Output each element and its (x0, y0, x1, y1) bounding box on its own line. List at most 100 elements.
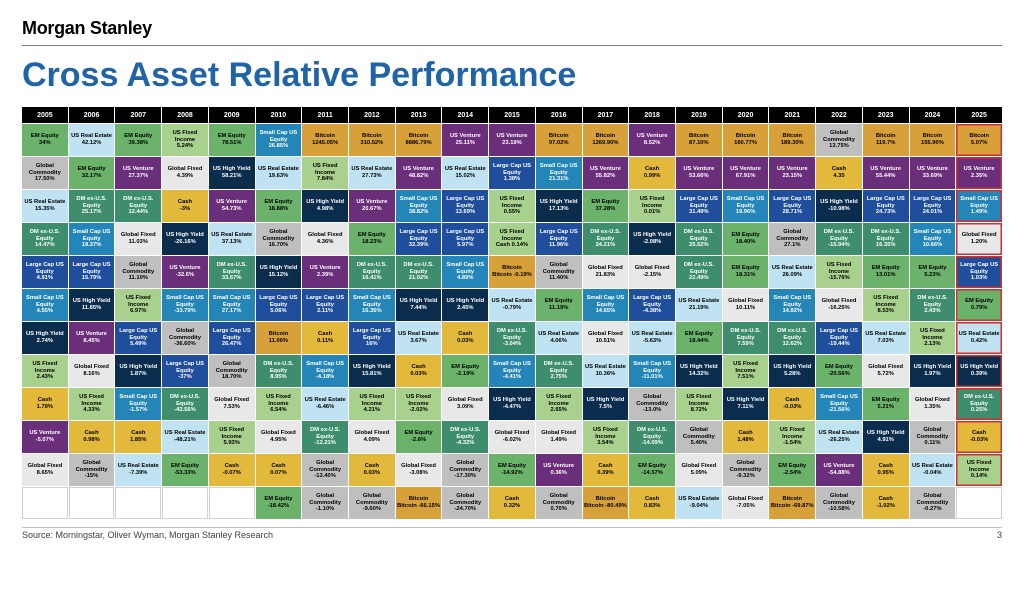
perf-cell: Cash 1.85% (115, 421, 161, 453)
perf-cell (162, 487, 208, 519)
perf-cell: Global Fixed -7.05% (723, 487, 769, 519)
perf-cell (209, 487, 255, 519)
perf-cell: Large Cap US Equity 13.69% (442, 190, 488, 222)
perf-cell: US Fixed Income 6.97% (115, 289, 161, 321)
perf-cell: Global Fixed 3.09% (442, 388, 488, 420)
perf-cell: US Fixed Income -15.76% (816, 256, 862, 288)
perf-cell: EM Equity 5.23% (910, 256, 956, 288)
perf-cell: Cash -1.02% (863, 487, 909, 519)
perf-cell: US Fixed Income 6.54% (256, 388, 302, 420)
perf-cell: DM ex-U.S. Equity 21.02% (396, 256, 442, 288)
year-header: 2022 (816, 107, 862, 123)
year-header: 2014 (442, 107, 488, 123)
perf-cell: Large Cap US Equity -4.38% (629, 289, 675, 321)
perf-cell: US Real Estate 7.03% (863, 322, 909, 354)
perf-cell: US Venture 33.69% (910, 157, 956, 189)
perf-cell: US Real Estate -7.39% (115, 454, 161, 486)
perf-cell: Small Cap US Equity 19.96% (723, 190, 769, 222)
perf-cell: DM ex-U.S. Equity 12.62% (769, 322, 815, 354)
perf-cell: US Real Estate -26.25% (816, 421, 862, 453)
perf-cell: US Venture 48.82% (396, 157, 442, 189)
perf-cell: Large Cap US Equity 1.03% (956, 256, 1002, 288)
year-header: 2005 (22, 107, 68, 123)
perf-cell: DM ex-U.S. Equity 0.25% (956, 388, 1002, 420)
perf-cell: Global Fixed 7.53% (209, 388, 255, 420)
perf-cell: Large Cap US Equity 15.79% (69, 256, 115, 288)
perf-cell: Global Commodity -36.60% (162, 322, 208, 354)
perf-cell: Cash -3% (162, 190, 208, 222)
perf-cell: Small Cap US Equity 4.55% (22, 289, 68, 321)
perf-cell: US Venture -54.88% (816, 454, 862, 486)
perf-cell: Small Cap US Equity 16.35% (349, 289, 395, 321)
perf-cell: US Venture -5.07% (22, 421, 68, 453)
perf-cell: EM Equity -18.42% (256, 487, 302, 519)
year-header: 2010 (256, 107, 302, 123)
source-text: Source: Morningstar, Oliver Wyman, Morga… (22, 530, 273, 540)
perf-cell: EM Equity 34% (22, 124, 68, 156)
perf-cell: Small Cap US Equity -4.18% (302, 355, 348, 387)
perf-cell: Global Fixed 4.36% (302, 223, 348, 255)
perf-cell: US Venture 20.67% (349, 190, 395, 222)
perf-cell: EM Equity -53.33% (162, 454, 208, 486)
perf-cell: US High Yield 15.12% (256, 256, 302, 288)
perf-cell: Global Fixed 11.03% (115, 223, 161, 255)
perf-cell: US Fixed Income 3.54% (583, 421, 629, 453)
year-header: 2011 (302, 107, 348, 123)
perf-cell: EM Equity 18.31% (723, 256, 769, 288)
perf-cell: EM Equity 18.88% (256, 190, 302, 222)
perf-cell: Cash 0.03% (349, 454, 395, 486)
perf-cell: US Real Estate -5.63% (629, 322, 675, 354)
perf-cell: US Fixed Income Cash 0.14% (489, 223, 535, 255)
perf-cell: Cash 1.79% (22, 388, 68, 420)
footer-rule (22, 527, 1002, 528)
perf-cell: DM ex-U.S. Equity -15.94% (816, 223, 862, 255)
perf-cell: Large Cap US Equity -37% (162, 355, 208, 387)
page-number: 3 (997, 530, 1002, 540)
perf-cell: Cash 1.48% (723, 421, 769, 453)
perf-cell: US Venture 55.44% (863, 157, 909, 189)
perf-cell: Global Commodity -13.40% (302, 454, 348, 486)
perf-cell: US Venture 2.39% (302, 256, 348, 288)
perf-cell: Cash 4.35 (816, 157, 862, 189)
perf-cell: Global Fixed -3.08% (396, 454, 442, 486)
perf-cell: DM ex-U.S. Equity 2.75% (536, 355, 582, 387)
perf-cell: EM Equity -20.56% (816, 355, 862, 387)
perf-cell: Bitcoin 189.30% (769, 124, 815, 156)
perf-cell: US Real Estate 21.19% (676, 289, 722, 321)
perf-cell: EM Equity 5.21% (863, 388, 909, 420)
perf-cell: US Venture 8.45% (69, 322, 115, 354)
perf-cell: US Real Estate -9.04% (676, 487, 722, 519)
year-header: 2021 (769, 107, 815, 123)
page-title: Cross Asset Relative Performance (22, 56, 1002, 95)
perf-cell: Cash 0.32% (489, 487, 535, 519)
perf-cell: US Fixed Income 0.01% (629, 190, 675, 222)
perf-cell: EM Equity 11.19% (536, 289, 582, 321)
perf-cell: Global Commodity -24.70% (442, 487, 488, 519)
perf-cell: DM ex-U.S. Equity 8.95% (256, 355, 302, 387)
perf-cell: Bitcoin 5.07% (956, 124, 1002, 156)
perf-cell: US Venture 27.37% (115, 157, 161, 189)
perf-cell: Global Fixed 8.16% (69, 355, 115, 387)
perf-cell: EM Equity 32.17% (69, 157, 115, 189)
perf-cell: US High Yield 1.97% (910, 355, 956, 387)
perf-cell: US High Yield -10.98% (816, 190, 862, 222)
perf-cell: Global Commodity 18.70% (209, 355, 255, 387)
perf-cell: EM Equity 39.38% (115, 124, 161, 156)
perf-cell: Cash 0.95% (863, 454, 909, 486)
perf-cell: US High Yield -26.16% (162, 223, 208, 255)
year-header: 2012 (349, 107, 395, 123)
perf-cell: Global Commodity 0.11% (910, 421, 956, 453)
perf-cell: DM ex-U.S. Equity 2.43% (910, 289, 956, 321)
perf-cell: Bitcoin 119.7% (863, 124, 909, 156)
perf-cell: Large Cap US Equity 24.73% (863, 190, 909, 222)
perf-cell: Large Cap US Equity 26.47% (209, 322, 255, 354)
perf-cell: Small Cap US Equity 21.31% (536, 157, 582, 189)
perf-cell: US High Yield 4.91% (863, 421, 909, 453)
perf-cell: US High Yield 11.85% (69, 289, 115, 321)
perf-cell: US Fixed Income 5.24% (162, 124, 208, 156)
perf-cell: Bitcoin 160.77% (723, 124, 769, 156)
perf-cell: US Real Estate 10.36% (583, 355, 629, 387)
perf-cell: Global Fixed 10.11% (723, 289, 769, 321)
year-header: 2020 (723, 107, 769, 123)
perf-cell: Global Fixed 5.72% (863, 355, 909, 387)
